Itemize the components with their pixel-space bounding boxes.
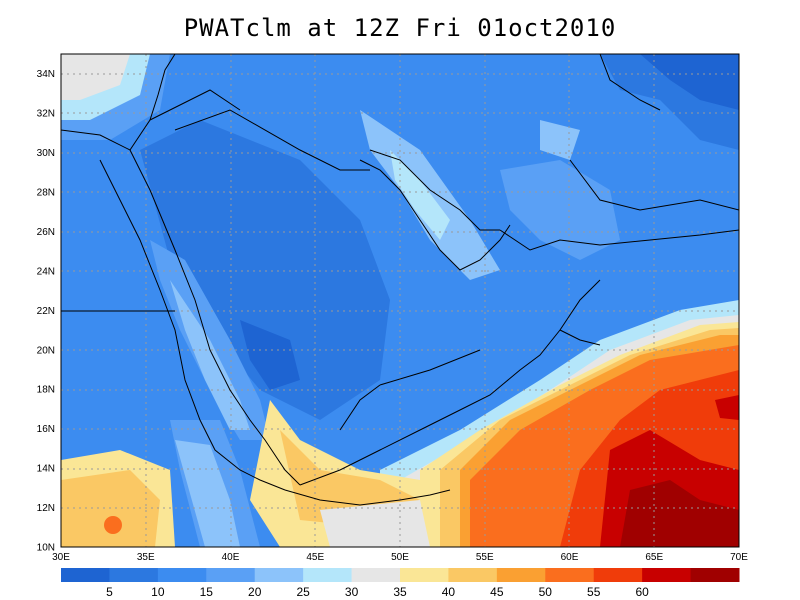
colorbar-swatch: [351, 568, 401, 582]
colorbar-label: 20: [248, 585, 262, 599]
lat-label: 26N: [37, 227, 55, 238]
lat-label: 28N: [37, 188, 55, 199]
coastlines: [61, 54, 739, 506]
colorbar-swatch: [400, 568, 449, 582]
longitude-labels: 30E 35E 40E 45E 50E 55E 60E 65E 70E: [52, 552, 748, 563]
colorbar-swatch: [303, 568, 353, 582]
colorbar-swatch: [593, 568, 643, 582]
colorbar-label: 60: [635, 585, 649, 599]
lon-label: 60E: [561, 552, 579, 563]
colorbar-swatch: [545, 568, 595, 582]
lat-label: 16N: [37, 424, 55, 435]
latitude-labels: 10N 12N 14N 16N 18N 20N 22N 24N 26N 28N 30N 32N 34N: [37, 69, 55, 553]
colorbar-swatch: [448, 568, 498, 582]
lat-label: 14N: [37, 464, 55, 475]
colorbar-label: 15: [200, 585, 214, 599]
lon-label: 65E: [645, 552, 663, 563]
colorbar-label: 25: [296, 585, 310, 599]
lat-label: 20N: [37, 345, 55, 356]
lat-label: 22N: [37, 306, 55, 317]
colorbar-swatch: [254, 568, 304, 582]
lat-label: 18N: [37, 385, 55, 396]
plot-frame: [60, 53, 740, 548]
colorbar-swatch: [496, 568, 546, 582]
lat-label: 30N: [37, 148, 55, 159]
colorbar-label: 35: [393, 585, 407, 599]
lon-label: 35E: [137, 552, 155, 563]
colorbar-labels: 5 10 15 20 25 30 35 40 45 50 55 60: [106, 585, 649, 599]
colorbar: [61, 568, 740, 582]
lon-label: 70E: [730, 552, 748, 563]
colorbar-swatch: [690, 568, 740, 582]
colorbar-swatch: [206, 568, 256, 582]
lat-label: 12N: [37, 503, 55, 514]
grid: [61, 54, 739, 547]
colorbar-swatch: [61, 568, 110, 582]
colorbar-label: 30: [345, 585, 359, 599]
colorbar-label: 5: [106, 585, 113, 599]
colorbar-swatch: [642, 568, 692, 582]
lat-label: 24N: [37, 266, 55, 277]
map-title: PWATclm at 12Z Fri 01oct2010: [183, 14, 617, 42]
lon-label: 30E: [52, 552, 70, 563]
lon-label: 55E: [476, 552, 494, 563]
lat-label: 32N: [37, 109, 55, 120]
colorbar-label: 45: [490, 585, 504, 599]
colorbar-label: 55: [587, 585, 601, 599]
colorbar-label: 50: [539, 585, 553, 599]
lon-label: 50E: [391, 552, 409, 563]
colorbar-label: 10: [151, 585, 165, 599]
colorbar-label: 40: [442, 585, 456, 599]
lon-label: 40E: [222, 552, 240, 563]
lon-label: 45E: [306, 552, 324, 563]
lat-label: 34N: [37, 69, 55, 80]
colorbar-swatch: [157, 568, 207, 582]
lat-label: 10N: [37, 543, 55, 554]
colorbar-swatch: [109, 568, 159, 582]
